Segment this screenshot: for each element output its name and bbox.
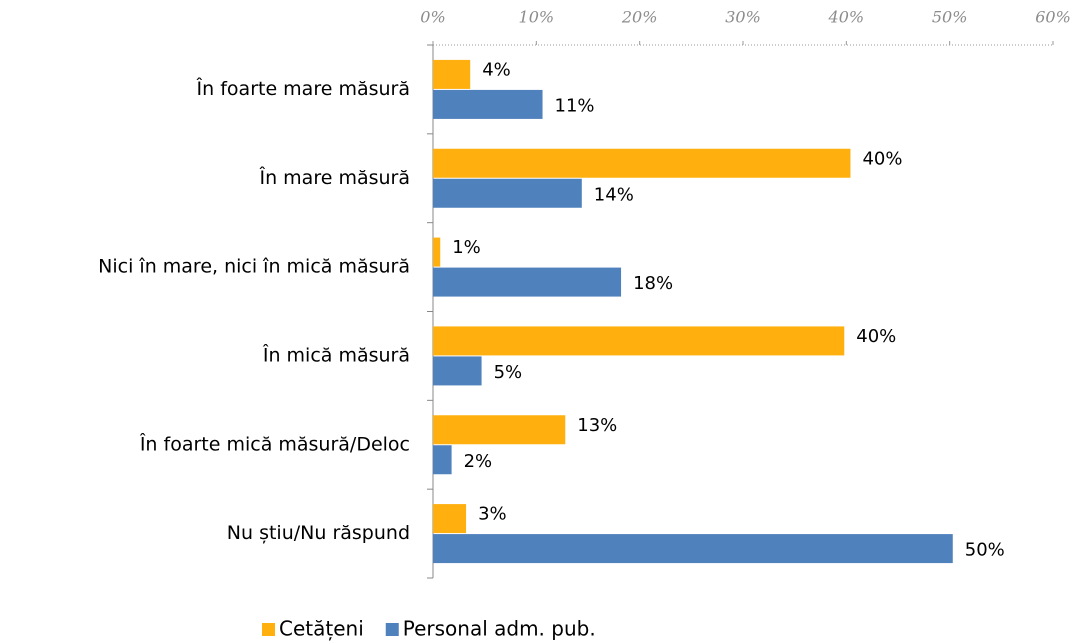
value-label: 18% [633, 273, 673, 294]
bar [433, 267, 622, 297]
x-tick-label: 10% [519, 8, 555, 27]
x-tick-label: 40% [828, 8, 865, 27]
value-label: 5% [494, 362, 523, 383]
category-label: În foarte mare măsură [196, 77, 410, 100]
x-tick-label: 60% [1035, 8, 1071, 27]
bar [433, 148, 851, 178]
value-label: 13% [577, 415, 617, 436]
category-label: În mare măsură [258, 166, 410, 189]
bar [433, 89, 543, 119]
value-label: 14% [594, 184, 634, 205]
bar [433, 445, 452, 475]
bar [433, 504, 467, 534]
value-label: 3% [478, 504, 507, 525]
category-label: În foarte mică măsură/Deloc [139, 432, 410, 455]
category-label: În mică măsură [262, 343, 410, 366]
value-label: 50% [965, 540, 1005, 561]
x-tick-label: 20% [621, 8, 658, 27]
x-tick-label: 0% [420, 8, 445, 27]
x-tick-label: 50% [932, 8, 968, 27]
value-label: 4% [482, 59, 511, 80]
category-label: Nu știu/Nu răspund [227, 522, 410, 544]
bar [433, 534, 953, 564]
category-label: Nici în mare, nici în mică măsură [98, 256, 410, 278]
value-label: 2% [464, 451, 493, 472]
legend-swatch [262, 623, 275, 636]
legend-swatch [385, 623, 399, 636]
legend-label: Cetățeni [279, 617, 364, 641]
bar [433, 59, 471, 89]
value-label: 1% [452, 237, 481, 258]
bar [433, 178, 582, 208]
value-label: 11% [555, 95, 595, 116]
bar [433, 326, 845, 356]
bar [433, 356, 482, 386]
bar [433, 415, 566, 445]
value-label: 40% [862, 148, 902, 169]
value-label: 40% [856, 326, 896, 347]
bar [433, 237, 441, 267]
legend-label: Personal adm. pub. [403, 617, 596, 641]
x-tick-label: 30% [725, 8, 761, 27]
